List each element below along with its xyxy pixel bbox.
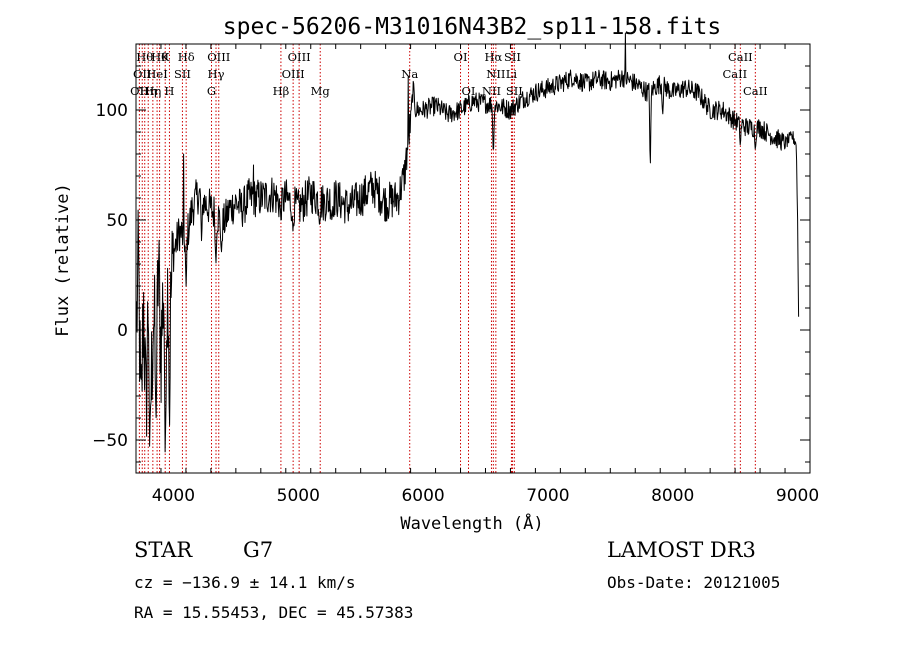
x-tick-label-4000: 4000 xyxy=(152,486,195,506)
spectrum-series xyxy=(136,32,800,453)
x-tick-label-8000: 8000 xyxy=(651,486,694,506)
emission-line-label-6: Hθ xyxy=(151,50,168,64)
emission-line-label-16: OIII xyxy=(288,50,311,64)
chart-title: spec-56206-M31016N43B2_sp11-158.fits xyxy=(223,14,722,40)
spectrum-line xyxy=(136,32,800,453)
y-tick-label-50: 50 xyxy=(106,211,128,231)
emission-line-label-19: OI xyxy=(454,50,468,64)
emission-line-label-26: SII xyxy=(506,84,523,98)
object-class: STAR xyxy=(134,538,193,562)
emission-line-label-20: OI xyxy=(462,84,476,98)
emission-line-label-4: Hη xyxy=(144,84,161,98)
emission-line-label-13: OIII xyxy=(207,50,230,64)
x-tick-label-7000: 7000 xyxy=(526,486,569,506)
x-tick-label-5000: 5000 xyxy=(277,486,320,506)
emission-line-label-21: NII xyxy=(482,84,501,98)
emission-line-label-23: NII xyxy=(486,67,505,81)
y-tick-label-0: 0 xyxy=(117,321,128,341)
emission-line-label-3: Hη xyxy=(140,84,157,98)
x-tick-label-6000: 6000 xyxy=(401,486,444,506)
emission-line-label-24: Li xyxy=(506,67,518,81)
emission-line-label-25: SII xyxy=(504,50,521,64)
emission-line-label-18: Na xyxy=(401,67,418,81)
emission-line-label-15: OIII xyxy=(282,67,305,81)
emission-line-label-10: Hδ xyxy=(178,50,195,64)
emission-line-label-2: Hθ xyxy=(136,50,153,64)
redshift-velocity: cz = −136.9 ± 14.1 km/s xyxy=(134,573,356,592)
sky-coordinates: RA = 15.55453, DEC = 45.57383 xyxy=(134,603,414,622)
emission-line-label-11: G xyxy=(207,84,216,98)
emission-line-label-0: OII xyxy=(130,84,149,98)
emission-lines xyxy=(138,44,756,473)
survey-name: LAMOST DR3 xyxy=(607,538,756,562)
emission-line-label-29: CaII xyxy=(743,84,768,98)
plot-frame xyxy=(135,43,811,474)
emission-line-label-8: H xyxy=(164,84,174,98)
emission-line-label-22: Hα xyxy=(484,50,502,64)
y-tick-label--50: −50 xyxy=(92,431,128,451)
x-axis-label: Wavelength (Å) xyxy=(400,512,543,534)
emission-line-label-27: CaII xyxy=(722,67,747,81)
emission-line-label-28: CaII xyxy=(728,50,753,64)
emission-line-label-12: Hγ xyxy=(208,67,225,81)
observation-date: Obs-Date: 20121005 xyxy=(607,573,781,592)
emission-line-labels: OIIOIIHθHηHηHeIHθKHSIIHδGHγOIIIHβOIIIOII… xyxy=(130,50,768,98)
y-axis-label: Flux (relative) xyxy=(53,183,73,337)
object-subclass: G7 xyxy=(243,538,274,562)
emission-line-label-9: SII xyxy=(174,67,191,81)
emission-line-label-5: HeI xyxy=(146,67,167,81)
y-axis: −50 0 50 100 xyxy=(92,43,810,463)
emission-line-label-1: OII xyxy=(133,67,152,81)
y-tick-label-100: 100 xyxy=(96,101,128,121)
emission-line-label-17: Mg xyxy=(311,84,331,98)
x-axis: 4000 5000 6000 7000 8000 9000 xyxy=(135,44,819,506)
x-tick-label-9000: 9000 xyxy=(776,486,819,506)
emission-line-label-14: Hβ xyxy=(273,84,290,98)
emission-line-label-7: K xyxy=(161,50,170,64)
